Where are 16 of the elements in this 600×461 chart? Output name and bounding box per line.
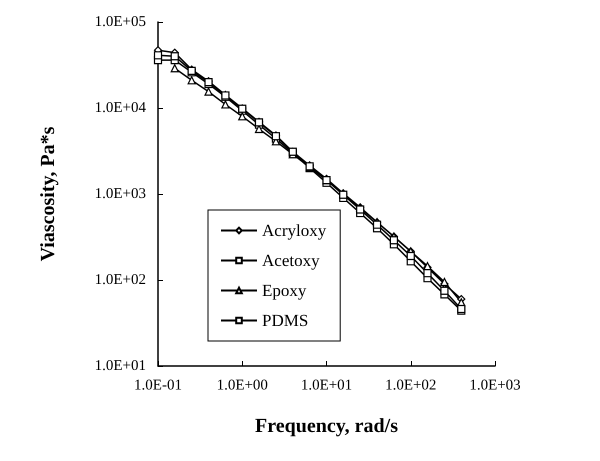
legend-label: PDMS bbox=[262, 311, 308, 330]
y-tick-label: 1.0E+02 bbox=[94, 272, 146, 288]
y-tick-label: 1.0E+01 bbox=[94, 358, 146, 374]
x-tick-label: 1.0E+02 bbox=[385, 378, 436, 394]
y-axis-title: Viascosity, Pa*s bbox=[37, 126, 59, 262]
x-tick-label: 1.0E+01 bbox=[300, 378, 352, 394]
y-tick-label: 1.0E+05 bbox=[94, 14, 146, 30]
x-tick-label: 1.0E+03 bbox=[469, 378, 521, 394]
legend-label: Epoxy bbox=[262, 281, 307, 300]
x-tick-label: 1.0E-01 bbox=[134, 378, 182, 394]
x-tick-label: 1.0E+00 bbox=[216, 378, 268, 394]
x-axis-title: Frequency, rad/s bbox=[255, 415, 398, 437]
y-tick-label: 1.0E+04 bbox=[94, 100, 146, 116]
legend-label: Acryloxy bbox=[262, 221, 327, 240]
legend-label: Acetoxy bbox=[262, 251, 320, 270]
y-tick-label: 1.0E+03 bbox=[94, 186, 146, 202]
